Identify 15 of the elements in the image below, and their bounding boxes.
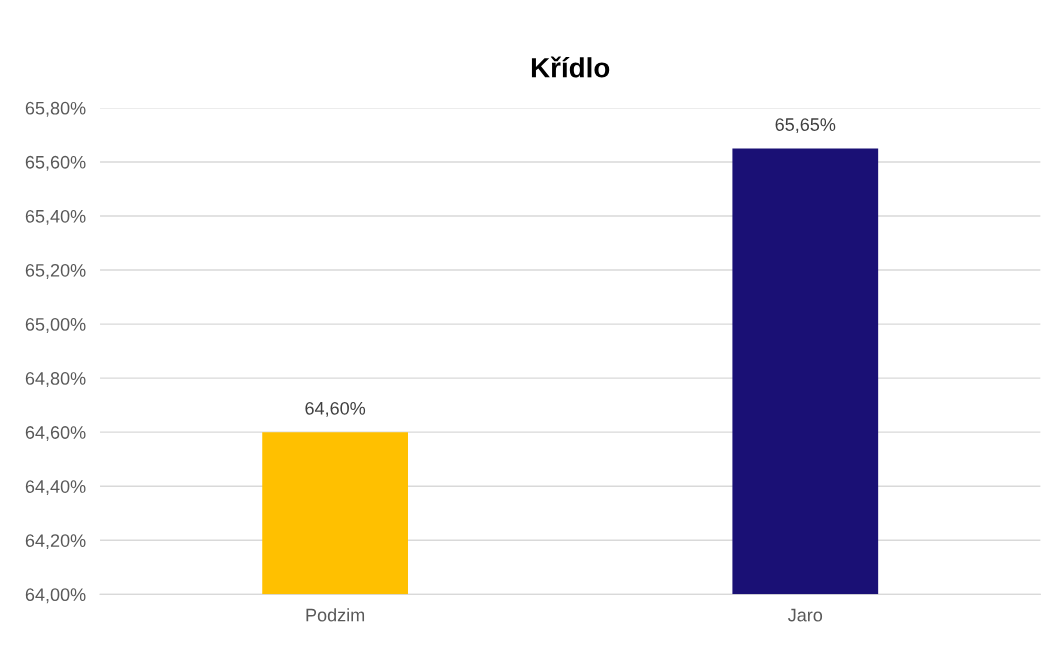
- y-tick-label: 65,60%: [25, 155, 86, 171]
- data-label: 65,65%: [775, 118, 836, 134]
- y-tick-label: 64,40%: [25, 480, 86, 496]
- y-tick-label: 64,00%: [25, 588, 86, 604]
- y-tick-label: 64,80%: [25, 372, 86, 387]
- y-tick-label: 65,80%: [25, 101, 86, 117]
- x-tick-label: Podzim: [306, 608, 365, 622]
- y-tick-label: 64,20%: [25, 534, 86, 550]
- y-tick-label: 65,00%: [25, 318, 86, 333]
- y-tick-label: 64,60%: [25, 426, 86, 442]
- x-tick-label: Jaro: [788, 608, 823, 622]
- y-tick-label: 65,20%: [25, 263, 86, 279]
- chart-title: Křídlo: [531, 56, 610, 78]
- y-tick-label: 65,40%: [25, 209, 86, 225]
- data-label: 64,60%: [305, 401, 366, 417]
